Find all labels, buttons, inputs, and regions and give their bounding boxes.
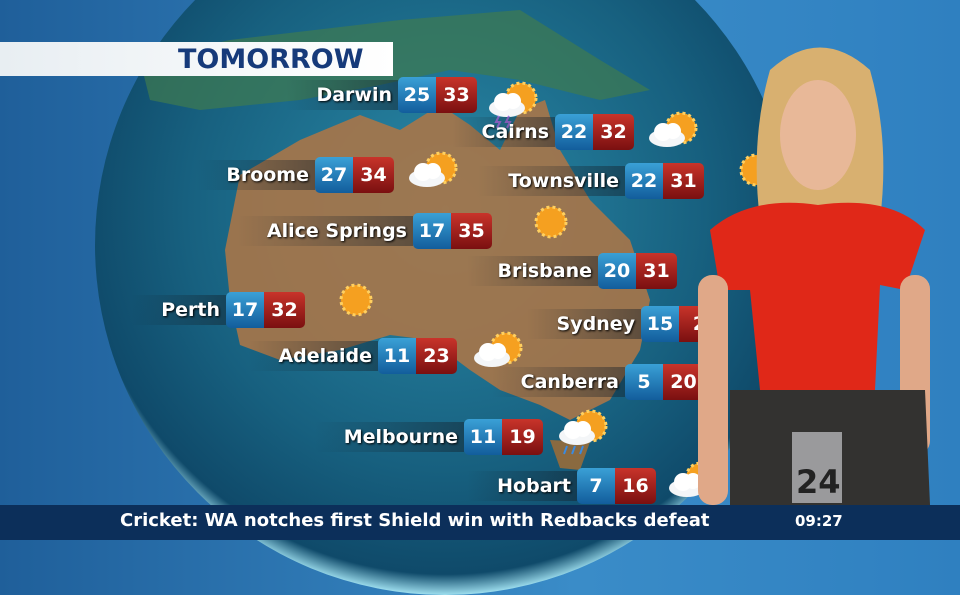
min-temp: 22 [555, 114, 593, 150]
city-name: Darwin [286, 80, 398, 110]
city-forecast: Canberra [490, 364, 625, 400]
min-temp: 22 [625, 163, 663, 199]
abc24-logo: 24 [792, 432, 842, 503]
min-temp: 15 [641, 306, 679, 342]
city-forecast: Brisbane [467, 253, 598, 289]
max-temp: 31 [636, 253, 677, 289]
city-forecast: Townsville [478, 163, 625, 199]
city-forecast: Melbourne [313, 419, 464, 455]
min-temp: 17 [413, 213, 451, 249]
max-temp: 16 [615, 468, 656, 504]
city-name: Alice Springs [236, 216, 413, 246]
temperature-boxes: 22 31 [625, 163, 704, 199]
cloud-sun-icon [645, 110, 700, 164]
city-name: Townsville [478, 166, 625, 196]
max-temp: 35 [451, 213, 492, 249]
forecast-banner: TOMORROW [0, 42, 393, 76]
max-temp: 19 [502, 419, 543, 455]
city-forecast: Cairns [451, 114, 555, 150]
banner-title: TOMORROW [178, 44, 364, 75]
city-forecast: Alice Springs [236, 213, 413, 249]
min-temp: 11 [464, 419, 502, 455]
city-forecast: Perth [131, 292, 226, 328]
ticker-headline: Cricket: WA notches first Shield win wit… [120, 510, 710, 531]
news-ticker: Cricket: WA notches first Shield win wit… [0, 505, 960, 540]
storm-sun-icon [485, 80, 540, 134]
city-forecast: Hobart [467, 468, 577, 504]
city-forecast: Darwin [286, 77, 398, 113]
temperature-boxes: 22 32 [555, 114, 634, 150]
temperature-boxes: 17 35 [413, 213, 492, 249]
city-name: Canberra [490, 367, 625, 397]
sun-icon [515, 204, 570, 258]
temperature-boxes: 11 23 [378, 338, 457, 374]
max-temp: 32 [264, 292, 305, 328]
cloud-sun-icon [470, 330, 525, 384]
city-forecast: Sydney [526, 306, 641, 342]
city-name: Broome [196, 160, 315, 190]
max-temp: 34 [353, 157, 394, 193]
max-temp: 33 [436, 77, 477, 113]
min-temp: 5 [625, 364, 663, 400]
min-temp: 27 [315, 157, 353, 193]
temperature-boxes: 11 19 [464, 419, 543, 455]
rain-sun-icon [555, 408, 610, 462]
sun-icon [320, 282, 375, 336]
temperature-boxes: 25 33 [398, 77, 477, 113]
city-name: Cairns [451, 117, 555, 147]
ticker-clock: 09:27 [795, 512, 843, 530]
min-temp: 20 [598, 253, 636, 289]
presenter [698, 47, 930, 505]
city-name: Hobart [467, 471, 577, 501]
temperature-boxes: 5 20 [625, 364, 704, 400]
temperature-boxes: 20 31 [598, 253, 677, 289]
logo-channel: 24 [796, 463, 841, 501]
min-temp: 7 [577, 468, 615, 504]
max-temp: 32 [593, 114, 634, 150]
city-name: Melbourne [313, 422, 464, 452]
city-forecast: Broome [196, 157, 315, 193]
city-name: Brisbane [467, 256, 598, 286]
max-temp: 23 [416, 338, 457, 374]
temperature-boxes: 7 16 [577, 468, 656, 504]
max-temp: 31 [663, 163, 704, 199]
city-name: Adelaide [248, 341, 378, 371]
min-temp: 25 [398, 77, 436, 113]
cloud-sun-icon [405, 150, 460, 204]
max-temp: 20 [663, 364, 704, 400]
city-name: Perth [131, 295, 226, 325]
temperature-boxes: 17 32 [226, 292, 305, 328]
min-temp: 17 [226, 292, 264, 328]
city-forecast: Adelaide [248, 338, 378, 374]
temperature-boxes: 27 34 [315, 157, 394, 193]
city-name: Sydney [526, 309, 641, 339]
min-temp: 11 [378, 338, 416, 374]
